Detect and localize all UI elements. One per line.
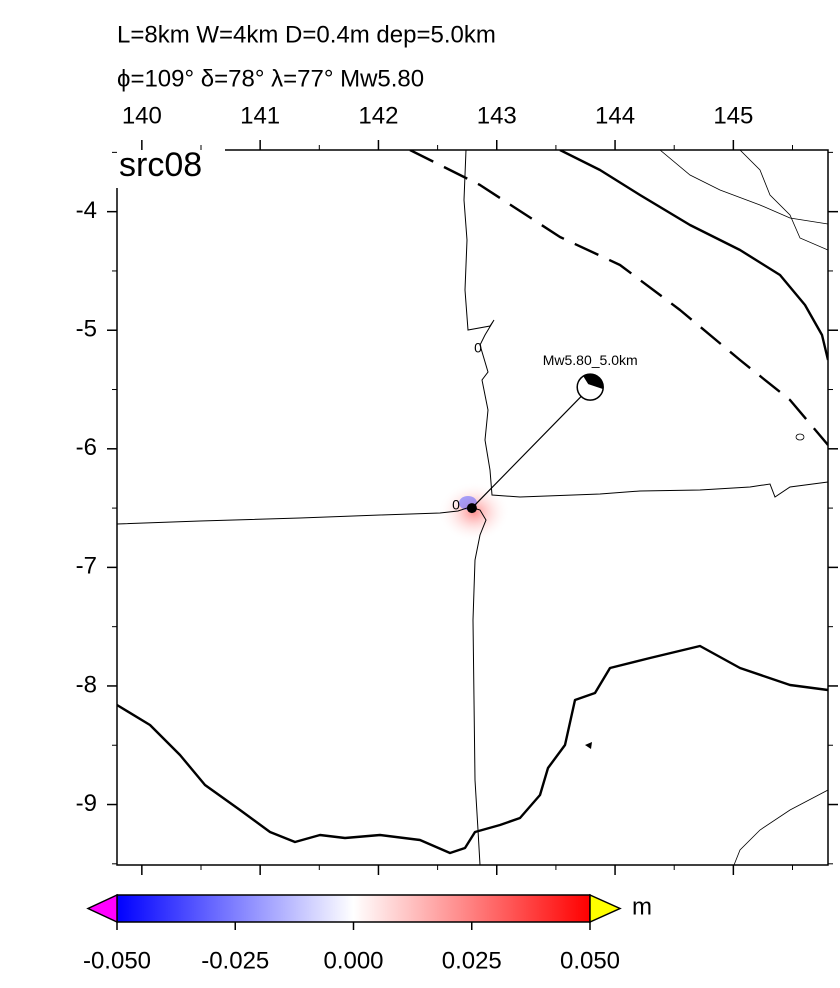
header-line: L=8km W=4km D=0.4m dep=5.0km — [117, 21, 496, 48]
island — [585, 742, 592, 749]
map-label: src08 — [119, 146, 202, 184]
coastline — [739, 150, 828, 251]
beachball-label: Mw5.80_5.0km — [543, 352, 638, 368]
map-frame — [116, 149, 829, 866]
colorbar-under — [86, 893, 118, 924]
colorbar-tick-label: 0.000 — [323, 947, 383, 974]
x-tick-label: 144 — [595, 102, 635, 129]
y-tick-label: -4 — [76, 197, 97, 224]
colorbar-over — [589, 893, 622, 924]
contour-label: 0 — [452, 497, 460, 513]
trench — [409, 150, 828, 446]
x-tick-label: 145 — [713, 102, 753, 129]
coastline — [117, 644, 828, 855]
coastline — [659, 150, 828, 225]
coastline — [733, 789, 828, 865]
colorbar — [116, 894, 591, 923]
x-tick-label: 142 — [358, 102, 398, 129]
contour — [117, 506, 487, 865]
island — [795, 433, 805, 441]
contour-label: 0 — [474, 340, 482, 356]
y-tick-label: -7 — [76, 553, 97, 580]
colorbar-tick-label: -0.050 — [83, 947, 151, 974]
y-tick-label: -8 — [76, 671, 97, 698]
y-tick-label: -6 — [76, 434, 97, 461]
y-tick-label: -9 — [76, 790, 97, 817]
colorbar-unit: m — [632, 893, 652, 920]
header-line: ϕ=109° δ=78° λ=77° Mw5.80 — [117, 65, 424, 92]
x-tick-label: 140 — [122, 102, 162, 129]
source-point — [466, 503, 477, 514]
y-tick-label: -5 — [76, 316, 97, 343]
contour — [463, 150, 828, 498]
x-tick-label: 143 — [477, 102, 517, 129]
label-box — [112, 140, 225, 188]
x-tick-label: 141 — [240, 102, 280, 129]
map-layers — [117, 150, 828, 865]
coastline — [559, 150, 828, 361]
source-link — [471, 386, 591, 509]
colorbar-tick-label: 0.025 — [442, 947, 502, 974]
colorbar-tick-label: 0.050 — [560, 947, 620, 974]
colorbar-tick-label: -0.025 — [201, 947, 269, 974]
beachball-quadrant — [583, 373, 604, 390]
colorbar-scale — [116, 894, 591, 923]
